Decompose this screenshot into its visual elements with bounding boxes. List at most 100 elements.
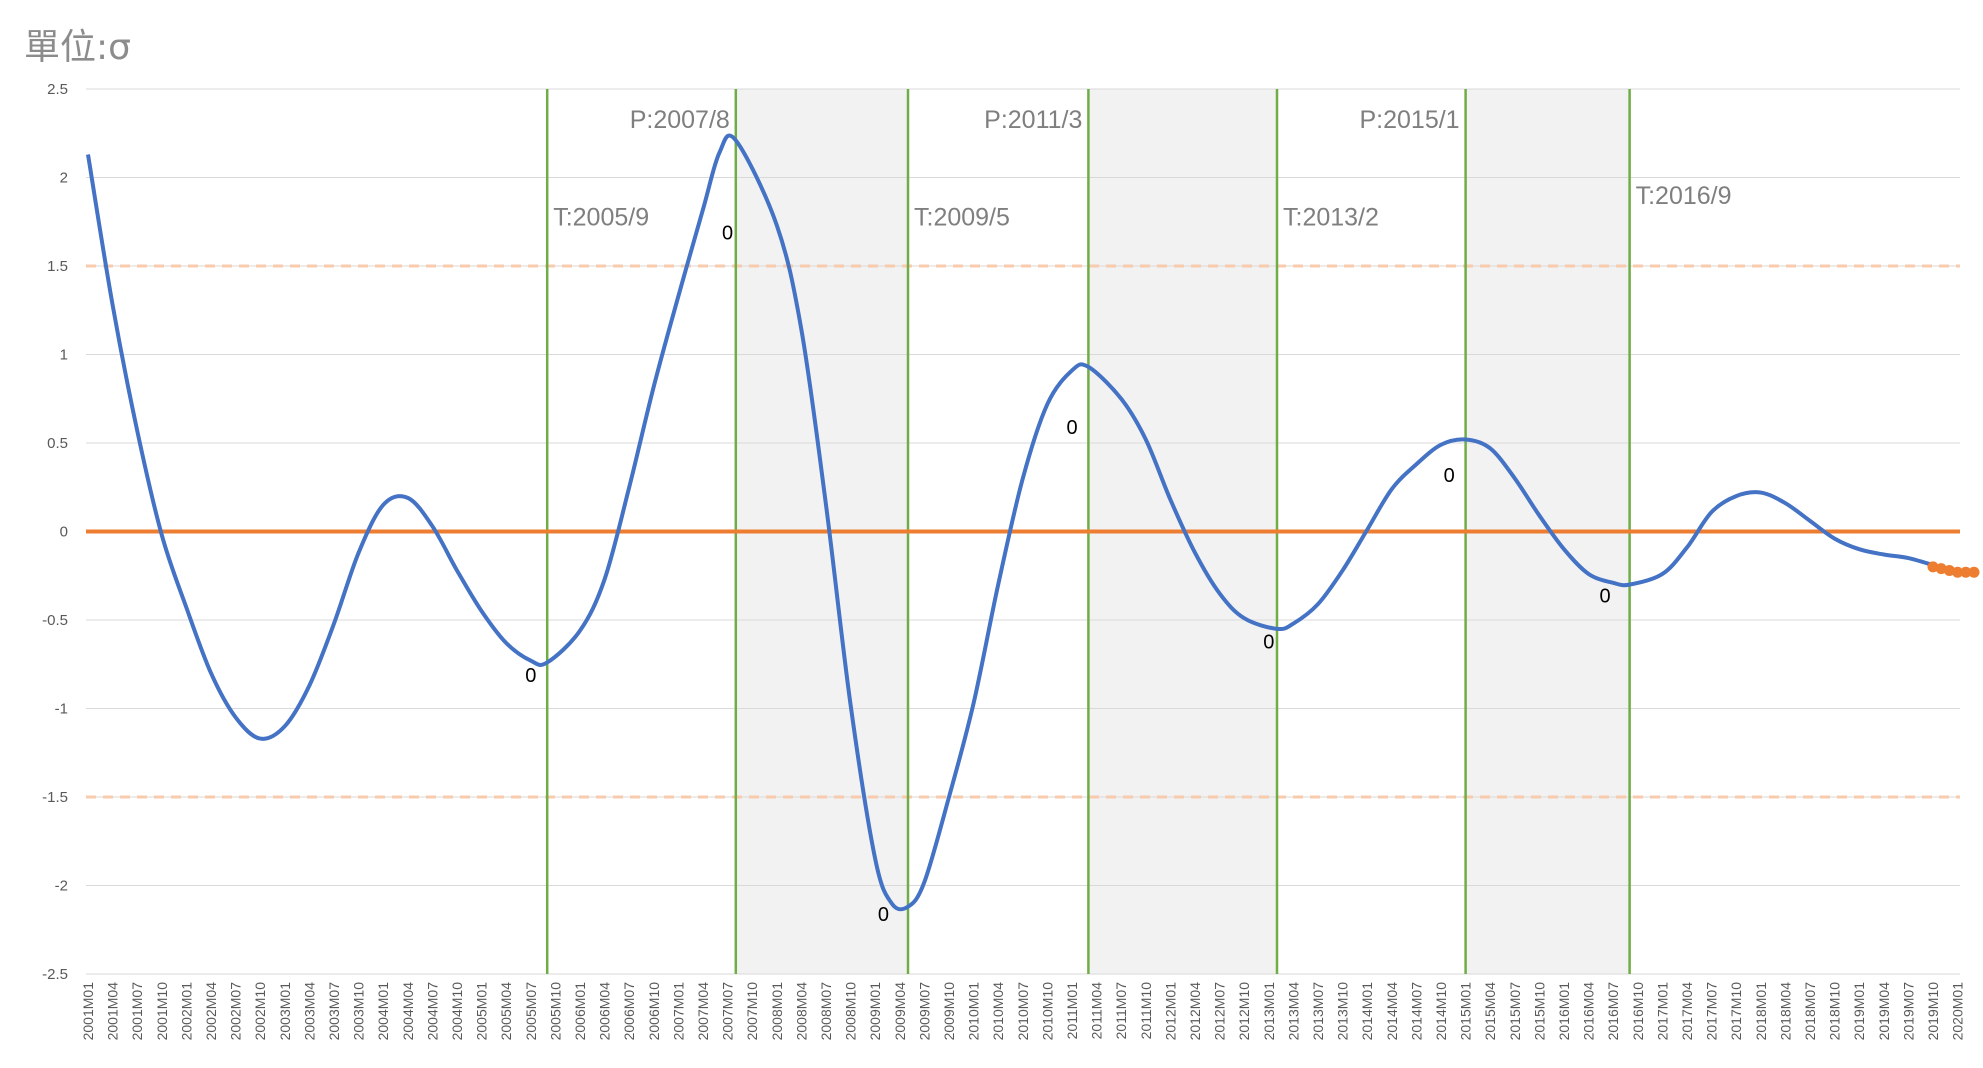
turning-point-labels: T:2005/9 P:2007/8 T:2009/5 P:2011/3 T:2013/2… [553,106,1731,231]
x-tick-label: 2010M07 [1015,982,1031,1041]
unit-label: 單位:σ [24,27,131,68]
threshold-lines [86,264,1960,799]
turning-point-label: T:2005/9 [553,203,649,231]
x-tick-label: 2013M10 [1335,982,1351,1041]
data-labels: 0 0 0 0 0 0 0 [525,222,1610,925]
x-tick-label: 2014M04 [1384,982,1400,1041]
x-tick-label: 2010M01 [966,982,982,1041]
turning-point-label: P:2007/8 [630,106,730,134]
y-axis-ticks: 2.5 2 1.5 1 0.5 0 -0.5 -1 -1.5 -2 -2.5 [42,81,68,983]
x-tick-label: 2002M04 [203,982,219,1041]
forecast-point [1952,566,1964,578]
x-tick-label: 2017M04 [1679,982,1695,1041]
x-tick-label: 2003M01 [277,982,293,1041]
y-tick-label: -1 [55,701,68,718]
x-tick-label: 2006M07 [621,982,637,1041]
x-tick-label: 2004M10 [449,982,465,1041]
data-label: 0 [1444,465,1455,487]
forecast-points [1927,561,1980,578]
x-tick-label: 2004M04 [400,982,416,1041]
x-tick-label: 2002M01 [178,982,194,1041]
x-tick-label: 2006M01 [572,982,588,1041]
x-tick-label: 2007M04 [695,982,711,1041]
y-tick-label: -0.5 [42,612,68,629]
x-tick-label: 2013M04 [1285,982,1301,1041]
y-tick-label: 1 [60,347,68,364]
x-tick-label: 2002M07 [228,982,244,1041]
y-tick-label: 2.5 [47,81,68,98]
x-tick-label: 2018M04 [1777,982,1793,1041]
x-tick-label: 2009M01 [867,982,883,1041]
data-label: 0 [525,665,536,687]
y-tick-label: 0 [60,524,68,541]
x-tick-label: 2012M10 [1236,982,1252,1041]
x-tick-label: 2018M10 [1827,982,1843,1041]
x-tick-label: 2018M07 [1802,982,1818,1041]
x-tick-label: 2012M07 [1212,982,1228,1041]
x-tick-label: 2019M04 [1876,982,1892,1041]
x-tick-label: 2019M10 [1925,982,1941,1041]
x-tick-label: 2003M04 [301,982,317,1041]
x-tick-label: 2009M07 [916,982,932,1041]
x-tick-label: 2017M01 [1654,982,1670,1041]
x-tick-label: 2011M10 [1138,982,1154,1040]
x-tick-label: 2007M10 [744,982,760,1041]
y-tick-label: -1.5 [42,789,68,806]
x-tick-label: 2014M10 [1433,982,1449,1041]
x-tick-label: 2007M07 [720,982,736,1041]
x-tick-label: 2010M10 [1039,982,1055,1041]
x-tick-label: 2009M10 [941,982,957,1041]
x-tick-label: 2005M07 [523,982,539,1041]
x-tick-label: 2014M01 [1359,982,1375,1041]
x-tick-label: 2015M07 [1507,982,1523,1041]
x-tick-label: 2017M07 [1704,982,1720,1041]
x-tick-label: 2004M01 [375,982,391,1041]
x-tick-label: 2008M07 [818,982,834,1041]
turning-point-label: T:2013/2 [1283,203,1379,231]
x-tick-label: 2001M01 [80,982,96,1041]
x-tick-label: 2013M01 [1261,982,1277,1041]
turning-point-label: T:2009/5 [914,203,1010,231]
turning-point-label: P:2011/3 [984,106,1082,134]
x-tick-label: 2008M01 [769,982,785,1041]
x-tick-label: 2020M01 [1950,982,1966,1041]
data-label: 0 [1599,585,1610,607]
x-tick-label: 2010M04 [990,982,1006,1041]
y-tick-label: -2 [55,878,68,895]
x-tick-label: 2019M01 [1851,982,1867,1041]
x-tick-label: 2018M01 [1753,982,1769,1041]
x-tick-label: 2003M10 [351,982,367,1041]
x-tick-label: 2003M07 [326,982,342,1041]
x-tick-label: 2012M01 [1162,982,1178,1041]
series-lines [86,133,1934,912]
turning-point-label: P:2015/1 [1360,106,1460,134]
x-tick-label: 2016M01 [1556,982,1572,1041]
x-tick-label: 2016M07 [1605,982,1621,1041]
forecast-point [1960,566,1972,578]
x-tick-label: 2001M10 [154,982,170,1041]
y-tick-label: 1.5 [47,258,68,275]
x-tick-label: 2015M04 [1482,982,1498,1041]
x-tick-label: 2011M01 [1064,982,1080,1040]
x-axis-ticks: 2001M01 2001M04 2001M07 2001M10 2002M01 2002M… [80,982,1966,1041]
series-line-cycle [86,133,1934,912]
y-tick-label: -2.5 [42,966,68,983]
x-tick-label: 2004M07 [424,982,440,1041]
x-tick-label: 2011M07 [1113,982,1129,1040]
x-tick-label: 2015M01 [1458,982,1474,1041]
y-tick-label: 0.5 [47,435,68,452]
x-tick-label: 2015M10 [1531,982,1547,1041]
data-label: 0 [1066,417,1077,439]
x-tick-label: 2016M04 [1581,982,1597,1041]
data-label: 0 [1263,631,1274,653]
data-label: 0 [722,222,733,244]
forecast-point [1943,564,1955,576]
x-tick-label: 2008M10 [843,982,859,1041]
x-tick-label: 2016M10 [1630,982,1646,1041]
x-tick-label: 2009M04 [892,982,908,1041]
y-tick-label: 2 [60,170,68,187]
x-tick-label: 2006M10 [646,982,662,1041]
x-tick-label: 2019M07 [1900,982,1916,1041]
x-tick-label: 2005M01 [474,982,490,1041]
forecast-point [1968,566,1980,578]
